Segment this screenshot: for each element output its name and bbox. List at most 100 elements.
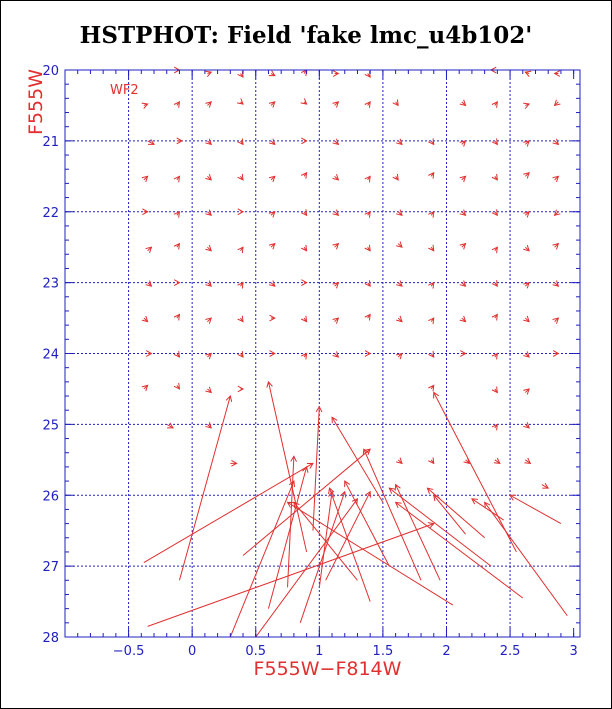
vector-arrow <box>269 314 276 322</box>
vector-arrow <box>552 280 560 287</box>
vector-head <box>332 242 340 250</box>
vector-head <box>491 246 498 254</box>
vector-arrow <box>471 498 504 521</box>
vector-head <box>484 501 491 509</box>
y-tick-label: 26 <box>42 489 59 504</box>
vector-arrow <box>205 352 212 360</box>
vector-arrow <box>523 140 530 147</box>
vector-arrow <box>300 352 308 360</box>
vector-arrow <box>286 501 454 606</box>
vector-head <box>394 483 401 491</box>
vector-head <box>205 386 212 394</box>
vector-shaft <box>509 494 562 525</box>
vector-head <box>523 315 530 323</box>
vector-arrow <box>460 350 467 357</box>
vector-head <box>491 209 498 217</box>
vector-head <box>344 480 351 488</box>
vector-head <box>396 315 403 323</box>
vector-arrow <box>145 280 153 287</box>
vector-arrow <box>318 490 335 588</box>
vector-head <box>491 101 498 108</box>
y-tick-label: 25 <box>42 418 59 433</box>
vector-head <box>141 175 149 183</box>
vector-head <box>552 317 560 324</box>
vector-arrow <box>491 246 498 254</box>
vector-arrow <box>141 384 149 392</box>
vector-head <box>524 457 532 464</box>
vector-arrow <box>268 242 276 250</box>
vector-head <box>328 490 335 498</box>
vector-head <box>339 490 347 498</box>
vector-arrow <box>312 405 323 531</box>
vector-head <box>269 314 276 322</box>
vector-arrow <box>332 281 340 289</box>
vector-arrow <box>147 522 435 627</box>
vector-head <box>237 281 244 289</box>
vector-head <box>205 422 212 429</box>
vector-head <box>148 139 155 145</box>
vector-head <box>167 422 174 429</box>
vector-head <box>396 241 403 248</box>
vector-head <box>459 209 467 217</box>
vector-head <box>205 101 212 108</box>
vector-head <box>332 138 340 146</box>
vector-head <box>552 138 560 146</box>
vector-head <box>328 487 335 495</box>
vector-arrow <box>392 99 399 107</box>
vector-arrow <box>552 175 560 183</box>
vector-arrow <box>364 244 371 252</box>
vector-arrow <box>459 209 467 217</box>
vector-arrow <box>523 315 530 323</box>
vector-head <box>332 174 340 181</box>
vector-head <box>205 244 212 252</box>
vector-head <box>205 138 212 146</box>
vector-arrow <box>433 391 517 553</box>
vector-shaft <box>395 501 524 599</box>
vector-arrow <box>178 395 233 581</box>
vector-series <box>141 66 568 638</box>
vector-arrow <box>364 350 372 357</box>
x-tick-label: 0.5 <box>245 644 266 659</box>
vector-shaft <box>433 392 517 553</box>
vector-arrow <box>459 242 467 250</box>
vector-head <box>300 171 308 179</box>
vector-arrow <box>267 465 309 609</box>
vector-head <box>396 352 403 360</box>
vector-arrow <box>541 482 550 489</box>
vector-head <box>428 384 435 392</box>
vector-arrow <box>552 350 560 357</box>
vector-arrow <box>141 315 149 323</box>
vector-arrow <box>459 280 467 287</box>
vector-head <box>237 385 245 393</box>
vector-shaft <box>287 456 295 588</box>
vector-head <box>362 448 369 456</box>
vector-head <box>231 460 238 467</box>
vector-head <box>523 351 530 358</box>
vector-head <box>173 382 181 390</box>
vector-arrow <box>388 487 492 567</box>
vector-head <box>173 242 181 250</box>
vector-head <box>523 102 531 109</box>
vector-arrow <box>145 246 153 254</box>
vector-head <box>237 208 245 216</box>
x-tick-label: 0 <box>188 644 196 659</box>
vector-head <box>364 210 371 218</box>
y-tick-label: 24 <box>42 348 59 363</box>
vector-head <box>364 244 371 252</box>
vector-arrow <box>523 211 530 218</box>
vector-arrow <box>173 242 181 250</box>
vector-arrow <box>428 244 435 252</box>
vector-shaft <box>166 423 174 429</box>
vector-arrow <box>266 380 308 553</box>
vector-head <box>428 351 435 358</box>
vector-head <box>552 350 560 357</box>
vector-head <box>351 497 359 505</box>
vector-arrow <box>237 351 244 358</box>
vector-head <box>173 101 181 108</box>
vector-arrow <box>173 279 181 286</box>
vector-arrow <box>268 211 276 218</box>
vector-head <box>286 501 294 508</box>
vector-shaft <box>325 491 371 581</box>
vector-head <box>332 317 340 324</box>
